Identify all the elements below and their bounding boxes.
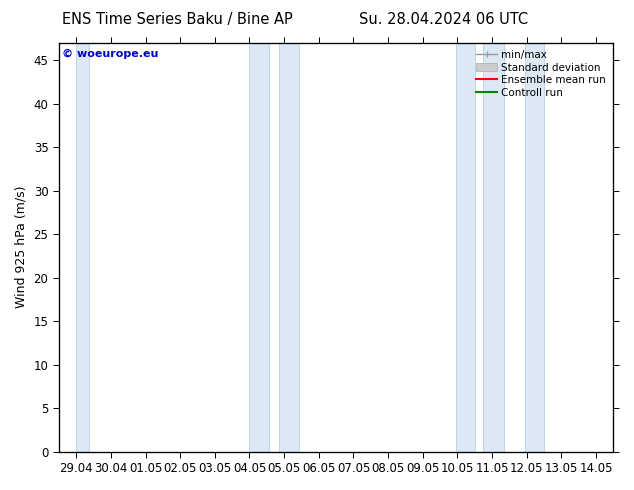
Bar	[250, 43, 269, 452]
Y-axis label: Wind 925 hPa (m/s): Wind 925 hPa (m/s)	[15, 186, 28, 308]
Text: ENS Time Series Baku / Bine AP: ENS Time Series Baku / Bine AP	[62, 12, 293, 27]
Text: Su. 28.04.2024 06 UTC: Su. 28.04.2024 06 UTC	[359, 12, 528, 27]
Bar	[279, 43, 299, 452]
Bar	[525, 43, 544, 452]
Bar	[484, 43, 504, 452]
Bar	[456, 43, 475, 452]
Bar	[76, 43, 89, 452]
Text: © woeurope.eu: © woeurope.eu	[61, 49, 158, 59]
Legend: min/max, Standard deviation, Ensemble mean run, Controll run: min/max, Standard deviation, Ensemble me…	[474, 48, 608, 100]
